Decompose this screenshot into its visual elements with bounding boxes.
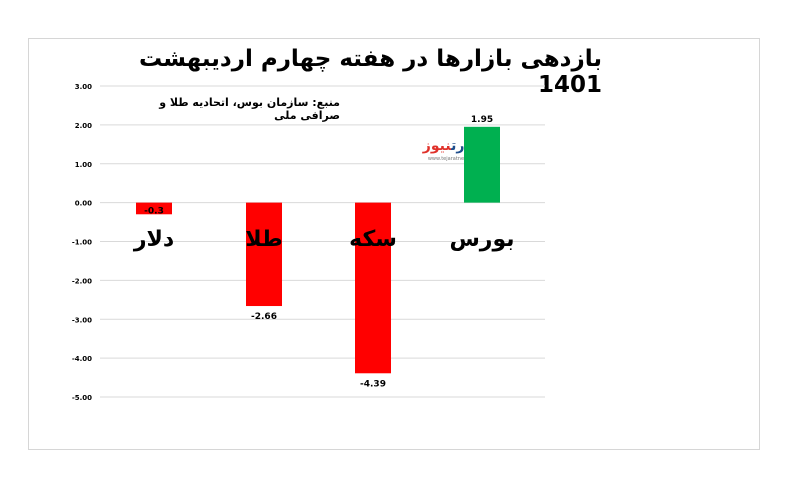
bar xyxy=(136,202,172,215)
bar xyxy=(464,126,500,203)
logo-name-part2: نیوز xyxy=(422,138,452,154)
chart-title: بازدهی بازارها در هفته چهارم اردیبهشت 14… xyxy=(138,46,602,98)
y-tick-label: -3.00 xyxy=(72,316,92,324)
category-label: سکه xyxy=(349,227,397,252)
y-tick-label: -5.00 xyxy=(72,394,92,402)
data-label: 1.95 xyxy=(471,115,493,125)
y-tick-label: 1.00 xyxy=(75,161,92,169)
y-tick-label: 2.00 xyxy=(75,122,92,130)
y-tick-label: -1.00 xyxy=(72,239,92,247)
chart-source-note: منبع: سازمان بوس، اتحادیه طلا و صرافی مل… xyxy=(159,96,340,122)
category-label: دلار xyxy=(133,227,174,252)
data-label: -0.3 xyxy=(144,206,164,216)
data-label: -2.66 xyxy=(251,312,277,322)
category-label: طلا xyxy=(245,227,282,252)
logo-site: www.tejaratnews.com xyxy=(427,156,483,162)
y-tick-label: 0.00 xyxy=(75,200,92,208)
data-label: -4.39 xyxy=(360,379,386,389)
bar xyxy=(246,202,282,307)
y-tick-label: 3.00 xyxy=(75,83,92,91)
category-label: بورس xyxy=(449,227,514,252)
y-tick-label: -2.00 xyxy=(72,277,92,285)
bar xyxy=(355,202,391,374)
y-tick-label: -4.00 xyxy=(72,355,92,363)
chart-frame xyxy=(28,38,760,450)
